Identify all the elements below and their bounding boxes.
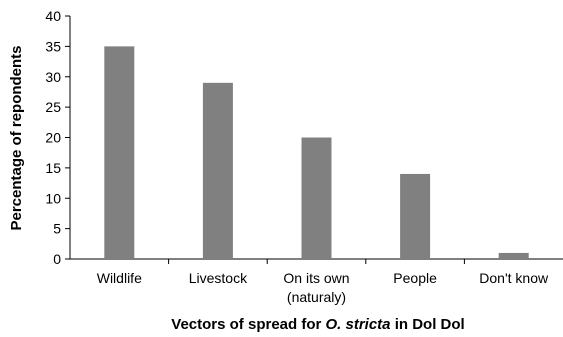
x-tick-label: People: [393, 270, 437, 286]
bar: [301, 137, 332, 259]
x-tick-label: Don't know: [479, 270, 549, 286]
x-tick-label: On its own (naturaly): [283, 270, 349, 305]
x-tick-label: Wildlife: [97, 270, 142, 286]
bar: [202, 82, 233, 259]
x-tick-label: Livestock: [189, 270, 248, 286]
y-tick-label: 15: [45, 160, 61, 176]
y-axis: 0 5 10 15 20 25 30 35 40: [45, 8, 71, 267]
bars: [104, 46, 529, 259]
y-tick-label: 30: [45, 69, 61, 85]
y-tick-label: 0: [53, 251, 61, 267]
x-axis-title: Vectors of spread for O. stricta in Dol …: [171, 316, 464, 333]
y-tick-label: 25: [45, 99, 61, 115]
y-tick-label: 20: [45, 130, 61, 146]
y-tick-label: 5: [53, 221, 61, 237]
x-axis: [70, 258, 563, 264]
y-tick-label: 35: [45, 38, 61, 54]
x-tick-labels: Wildlife Livestock On its own (naturaly) Peo…: [97, 270, 549, 305]
y-tick-label: 10: [45, 190, 61, 206]
y-axis-title: Percentage of repondents: [8, 45, 25, 230]
bar: [498, 252, 529, 259]
bar: [400, 173, 431, 259]
y-tick-label: 40: [45, 8, 61, 24]
bar: [104, 46, 135, 259]
